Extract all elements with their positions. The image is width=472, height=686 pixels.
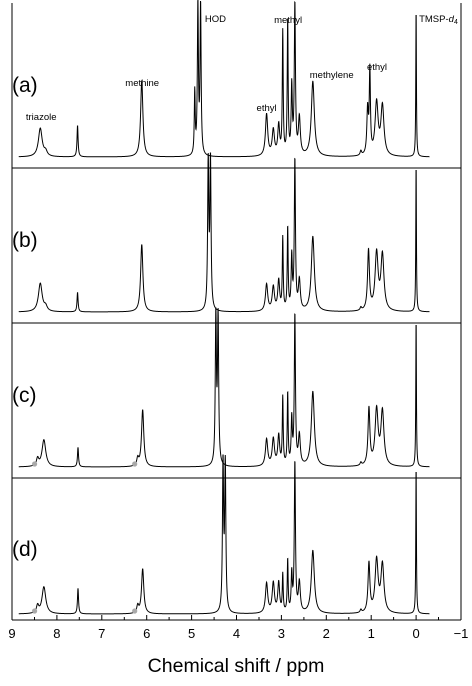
x-tick-label: 3 <box>278 626 285 641</box>
spectra-panels: (a) (b) (c) (d) <box>12 0 430 615</box>
peak-label: TMSP-d4 <box>419 14 458 26</box>
panel-label: (c) <box>12 384 37 407</box>
impurity-marker <box>31 461 38 467</box>
x-tick-label: 6 <box>143 626 150 641</box>
impurity-marker <box>132 461 138 467</box>
x-tick-label: 0 <box>412 626 419 641</box>
peak-label: ethyl <box>367 62 387 73</box>
peak-label: methylene <box>310 70 354 81</box>
impurity-marker <box>132 608 138 614</box>
x-tick-label: 8 <box>53 626 60 641</box>
spectrum-panel-4: (d) <box>12 454 430 615</box>
x-tick-label: 9 <box>8 626 15 641</box>
spectrum-panel-1: (a) <box>12 0 430 158</box>
panel-label: (d) <box>12 538 38 561</box>
spectrum-line <box>18 152 430 313</box>
spectrum-line <box>18 454 430 615</box>
spectrum-line <box>18 0 430 158</box>
peak-label: triazole <box>26 112 57 123</box>
spectrum-panel-3: (c) <box>12 307 430 468</box>
x-tick-label: 1 <box>368 626 375 641</box>
x-axis-title: Chemical shift / ppm <box>148 655 325 677</box>
x-tick-label: 7 <box>98 626 105 641</box>
spectrum-panel-2: (b) <box>12 152 430 313</box>
x-tick-label: 5 <box>188 626 195 641</box>
panel-label: (b) <box>12 229 38 252</box>
peak-labels: triazole methine HOD methyl ethyl methylene et… <box>26 14 458 123</box>
spectrum-line <box>18 307 430 468</box>
peak-label: ethyl <box>257 103 277 114</box>
peak-label: methine <box>125 78 159 89</box>
peak-label: HOD <box>205 14 226 25</box>
panel-label: (a) <box>12 74 38 97</box>
x-tick-label: −1 <box>454 626 469 641</box>
peak-label: methyl <box>274 15 302 26</box>
x-axis: 9 8 7 6 5 4 3 2 1 0 −1 <box>8 3 468 641</box>
impurity-marker <box>31 608 38 614</box>
x-tick-label: 2 <box>323 626 330 641</box>
x-tick-label: 4 <box>233 626 240 641</box>
